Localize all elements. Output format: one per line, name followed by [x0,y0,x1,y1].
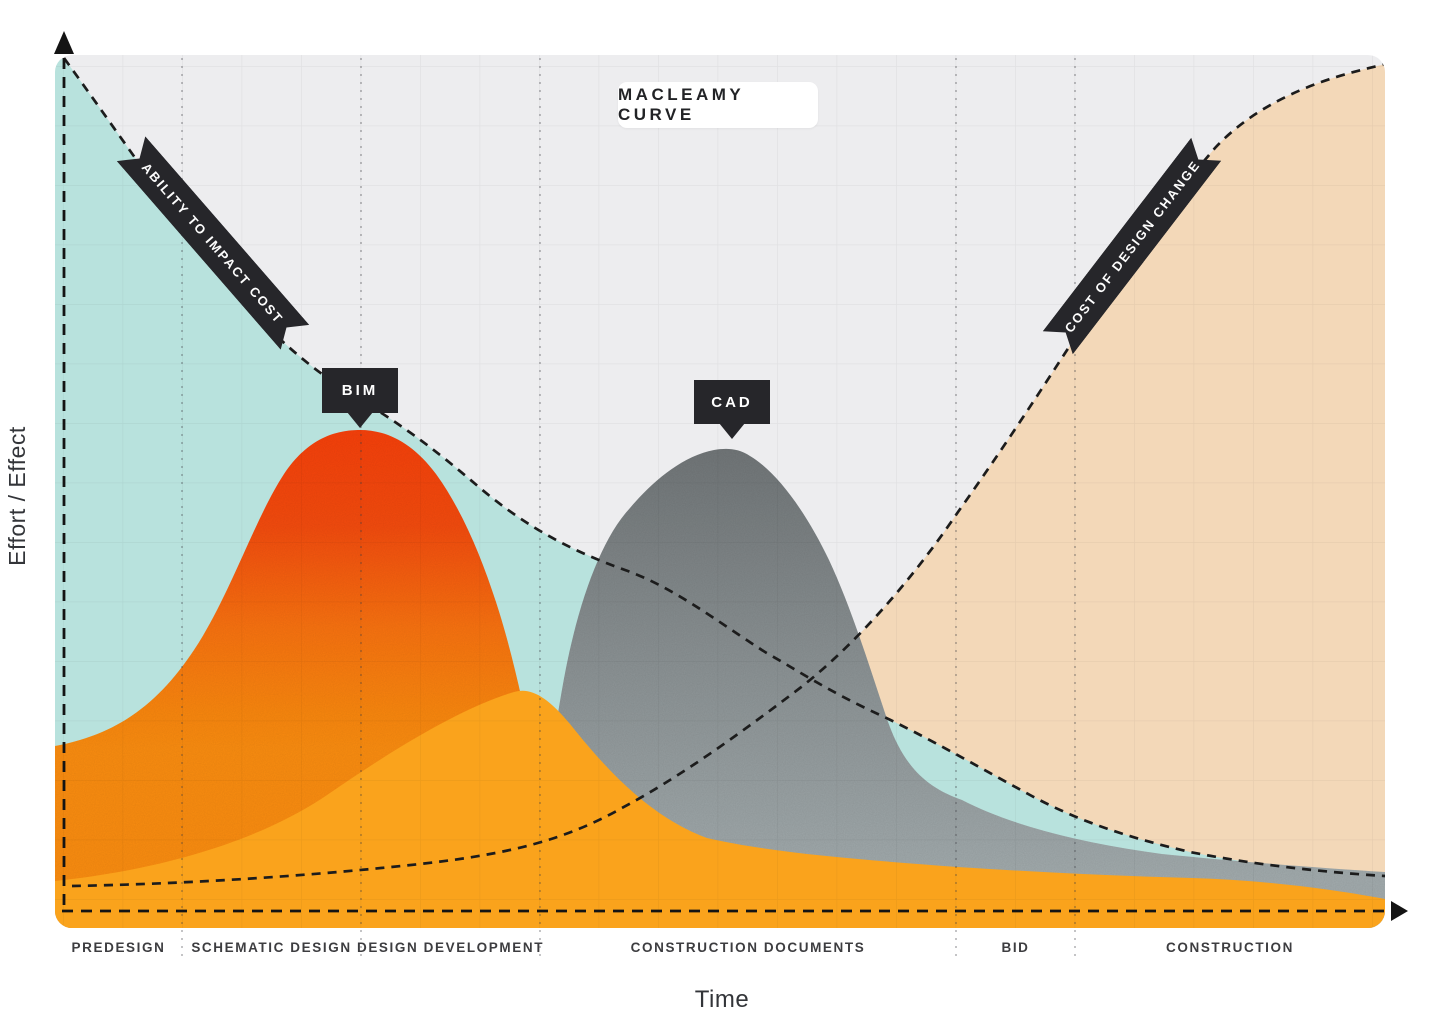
phase-label-construction-documents: CONSTRUCTION DOCUMENTS [630,939,866,955]
phase-label-design-development: DESIGN DEVELOPMENT [356,939,545,955]
phase-label-schematic-design: SCHEMATIC DESIGN [191,939,352,955]
phase-dividers [181,58,1076,962]
cad-tag: CAD [694,380,770,424]
x-axis [62,901,1408,921]
bim-tag: BIM [322,368,398,413]
y-axis-title: Effort / Effect [4,426,30,566]
phase-label-bid: BID [1001,939,1030,955]
phase-label-predesign: PREDESIGN [71,939,166,955]
y-axis [54,31,74,906]
chart-title: MACLEAMY CURVE [618,82,818,128]
y-axis-arrow-icon [54,31,74,54]
x-axis-title: Time [694,986,750,1013]
x-axis-arrow-icon [1391,901,1408,921]
phase-label-construction: CONSTRUCTION [1166,939,1294,955]
